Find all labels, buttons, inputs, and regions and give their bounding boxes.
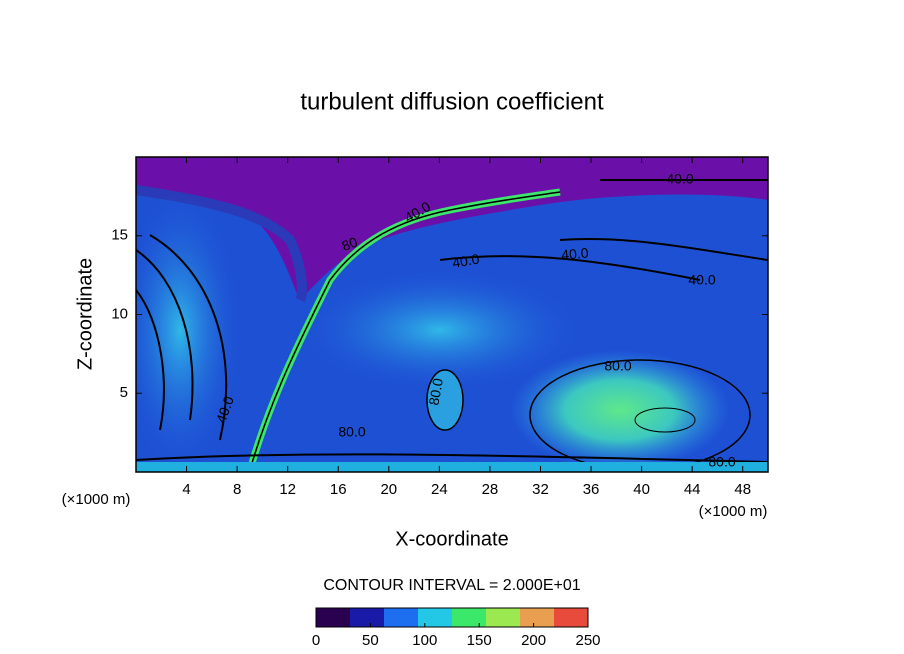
y-tick-label: 15 xyxy=(111,227,128,244)
colorbar-swatch xyxy=(452,608,487,627)
colorbar-swatch xyxy=(554,608,589,627)
contour-label: 40.0 xyxy=(666,171,693,187)
colorbar-swatch xyxy=(316,608,351,627)
contour-label: 40.0 xyxy=(688,272,715,288)
contour-interval: CONTOUR INTERVAL = 2.000E+01 xyxy=(323,577,580,594)
colorbar-swatch xyxy=(384,608,419,627)
x-tick-label: 36 xyxy=(583,481,600,498)
contour-label: 80.0 xyxy=(425,377,446,407)
contour-label: 40.0 xyxy=(451,250,481,271)
contour-label: 80.0 xyxy=(338,424,365,440)
x-tick-label: 12 xyxy=(279,481,296,498)
y-tick-label: 10 xyxy=(111,305,128,322)
contour-label: 40.0 xyxy=(561,245,590,263)
colorbar-tick-label: 100 xyxy=(412,632,437,649)
colorbar-tick-label: 200 xyxy=(521,632,546,649)
x-tick-label: 20 xyxy=(380,481,397,498)
colorbar-tick-label: 50 xyxy=(362,632,379,649)
contour-field xyxy=(136,157,768,472)
x-axis-label: X-coordinate xyxy=(395,528,508,550)
contour-label: 80 xyxy=(340,234,360,254)
colorbar-swatch xyxy=(520,608,555,627)
x-unit-left: (×1000 m) xyxy=(62,491,131,508)
y-tick-label: 5 xyxy=(120,384,128,401)
x-tick-label: 24 xyxy=(431,481,448,498)
x-tick-label: 44 xyxy=(684,481,701,498)
y-axis-label: Z-coordinate xyxy=(74,258,96,370)
x-tick-label: 48 xyxy=(734,481,751,498)
colorbar-swatch xyxy=(350,608,385,627)
colorbar-tick-label: 0 xyxy=(312,632,320,649)
x-tick-label: 28 xyxy=(482,481,499,498)
contour-label: 80.0 xyxy=(708,454,735,470)
colorbar-frame xyxy=(315,607,589,628)
x-tick-label: 4 xyxy=(182,481,190,498)
colorbar-tick-label: 150 xyxy=(467,632,492,649)
x-tick-label: 40 xyxy=(633,481,650,498)
colorbar-tick-label: 250 xyxy=(575,632,600,649)
x-unit: (×1000 m) xyxy=(699,503,768,520)
x-tick-label: 32 xyxy=(532,481,549,498)
chart-title: turbulent diffusion coefficient xyxy=(300,88,604,115)
colorbar-swatch xyxy=(418,608,453,627)
contour-label: 80.0 xyxy=(604,358,631,374)
x-tick-label: 8 xyxy=(233,481,241,498)
x-tick-label: 16 xyxy=(330,481,347,498)
colorbar-swatch xyxy=(486,608,521,627)
